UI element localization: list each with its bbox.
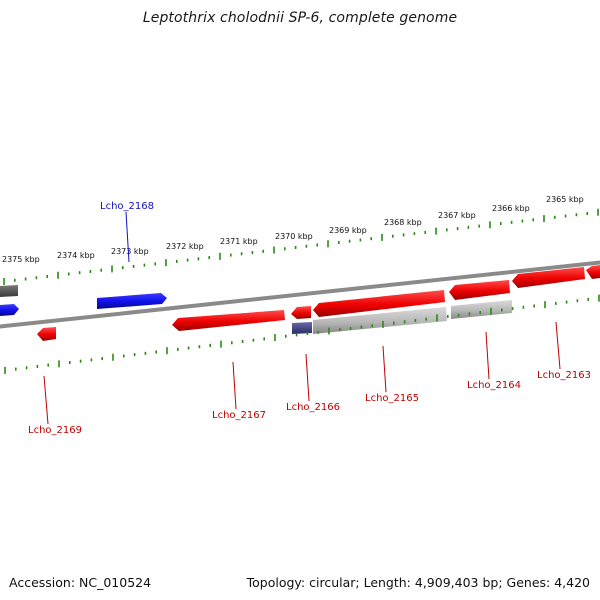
gene-arrow-lcho-2163 [512, 267, 585, 288]
genome-backbone [0, 260, 600, 329]
gene-arrow-lcho-2168 [97, 293, 167, 309]
gene-arrow-lcho-2164-pseudo [451, 300, 512, 319]
kbp-tick-label: 2371 kbp [220, 237, 258, 246]
leader-line [305, 353, 310, 402]
gene-arrow-lcho-2166 [291, 306, 311, 319]
kbp-ticks-bottom [4, 294, 600, 374]
kbp-tick-label: 2375 kbp [2, 255, 40, 264]
gene-arrow-forward-left-blue [0, 304, 19, 316]
leader-line [232, 361, 237, 410]
kbp-tick-label: 2370 kbp [275, 232, 313, 241]
kbp-tick-label: 2369 kbp [329, 226, 367, 235]
gene-label: Lcho_2165 [365, 393, 419, 404]
gene-arrow-lcho-2167 [172, 310, 285, 331]
kbp-tick-label: 2365 kbp [546, 195, 584, 204]
gene-arrow-forward-left-dark [0, 285, 18, 297]
gene-label: Lcho_2163 [537, 370, 591, 381]
gene-arrow-lcho-2166-pseudo [292, 322, 312, 334]
gene-arrow-lcho-2165-red [313, 290, 445, 317]
gene-arrow-lcho-2165 [313, 307, 447, 334]
leader-line [485, 331, 490, 380]
kbp-ticks-top [3, 208, 599, 286]
kbp-tick-label: 2372 kbp [166, 242, 204, 251]
kbp-tick-label: 2367 kbp [438, 211, 476, 220]
kbp-tick-label: 2366 kbp [492, 204, 530, 213]
kbp-tick-label: 2374 kbp [57, 251, 95, 260]
kbp-tick-label: 2373 kbp [111, 247, 149, 256]
gene-arrow-lcho-2169 [37, 327, 56, 341]
gene-arrow-right-edge [586, 265, 600, 279]
accession-text: Accession: NC_010524 [9, 575, 152, 590]
gene-leader-lines [43, 211, 561, 425]
leader-line [125, 211, 130, 263]
kbp-tick-label: 2368 kbp [384, 218, 422, 227]
kbp-labels: 2375 kbp 2374 kbp 2373 kbp 2372 kbp 2371 kbp… [2, 195, 584, 264]
genome-summary-text: Topology: circular; Length: 4,909,403 bp… [246, 575, 590, 590]
gene-labels: Lcho_2168 Lcho_2169 Lcho_2167 Lcho_2166 Lcho… [28, 201, 591, 436]
gene-label: Lcho_2167 [212, 410, 266, 421]
gene-label: Lcho_2166 [286, 402, 340, 413]
leader-line [555, 321, 561, 370]
leader-line [43, 375, 49, 425]
gene-arrow-lcho-2164 [449, 280, 510, 300]
page-title: Leptothrix cholodnii SP-6, complete geno… [142, 10, 458, 26]
gene-label: Lcho_2164 [467, 380, 521, 391]
gene-label: Lcho_2168 [100, 201, 154, 212]
gene-label: Lcho_2169 [28, 425, 82, 436]
leader-line [382, 345, 387, 393]
